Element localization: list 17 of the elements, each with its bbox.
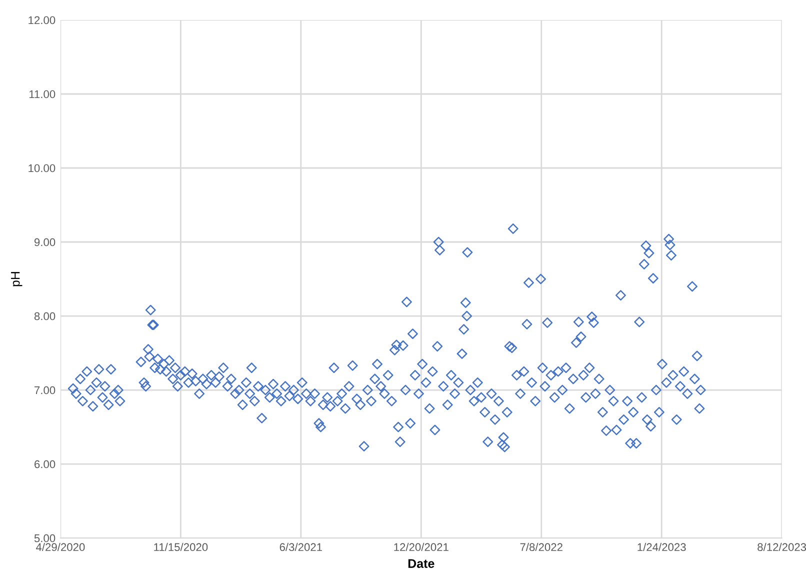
y-tick-label: 10.00: [28, 164, 56, 172]
x-tick-label: 7/8/2022: [520, 542, 562, 552]
x-tick-label: 6/3/2021: [280, 542, 322, 552]
y-tick-label: 7.00: [34, 386, 56, 394]
x-tick-label: 11/15/2020: [154, 542, 208, 552]
y-tick-label: 5.00: [34, 534, 56, 542]
x-axis-title: Date: [408, 559, 434, 568]
y-axis-title: pH: [11, 272, 22, 286]
x-tick-label: 12/20/2021: [394, 542, 448, 552]
y-tick-label: 8.00: [34, 312, 56, 320]
y-tick-label: 9.00: [34, 238, 56, 246]
x-tick-label: 1/24/2023: [638, 542, 686, 552]
x-tick-label: 8/12/2023: [758, 542, 806, 552]
x-tick-label: 4/29/2020: [36, 542, 85, 552]
y-tick-label: 12.00: [28, 16, 56, 24]
y-tick-label: 6.00: [34, 460, 56, 468]
y-tick-label: 11.00: [29, 90, 56, 98]
